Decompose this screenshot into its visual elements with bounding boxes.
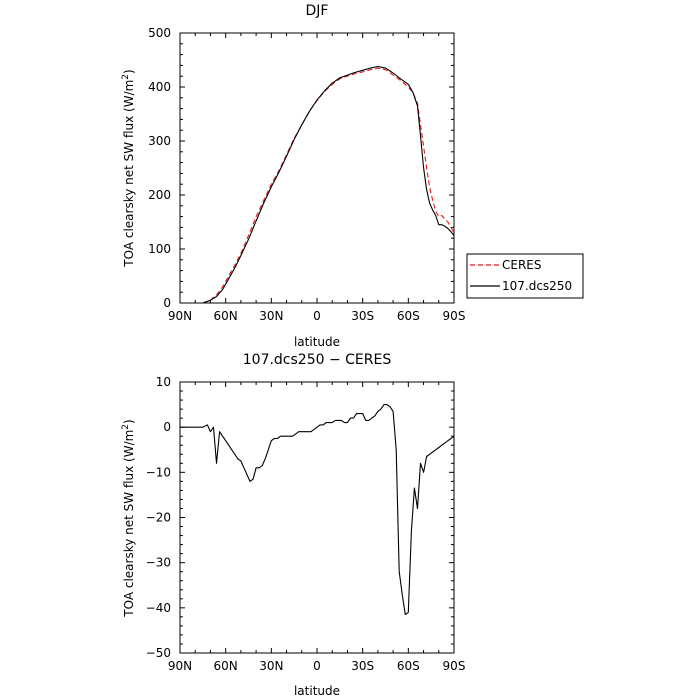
top-x-tick-label: 90N: [168, 309, 192, 323]
panel-top-chart: DJF 90N 60N 30N 0 30S 60S 90S0100200300400500 …: [121, 3, 465, 349]
top-series-line-107-dcs250: [202, 65, 455, 304]
bottom-y-axis-label-main: TOA clearsky net SW flux (W/m: [122, 430, 136, 618]
bottom-series: [180, 404, 455, 616]
bottom-x-tick-label: 60S: [397, 659, 420, 673]
legend-label-model: 107.dcs250: [502, 279, 572, 293]
top-x-axis-label: latitude: [294, 335, 340, 349]
bottom-x-tick-label: 0: [313, 659, 321, 673]
top-ticks: 90N 60N 30N 0 30S 60S 90S 0 100 200 300 400 500: [148, 26, 465, 323]
bottom-y-tick-label: −20: [146, 511, 171, 525]
top-y-axis-label-main: TOA clearsky net SW flux (W/m: [122, 80, 136, 268]
bottom-x-tick-label: 90S: [443, 659, 466, 673]
top-y-axis-label-sup: 2: [121, 74, 131, 80]
top-x-tick-label: 30N: [259, 309, 283, 323]
bottom-x-tick-label: 90N: [168, 659, 192, 673]
bottom-y-tick-label: −10: [146, 465, 171, 479]
top-series-line-ceres: [202, 67, 455, 304]
bottom-y-axis-label-sup: 2: [121, 424, 131, 430]
legend-box: [466, 253, 584, 299]
top-plot-frame: [179, 32, 455, 304]
bottom-y-tick-label: 0: [163, 420, 171, 434]
top-x-tick-label: 0: [313, 309, 321, 323]
bottom-plot-frame: [179, 381, 455, 654]
top-y-tick-label: 200: [148, 188, 171, 202]
bottom-y-tick-label: −50: [146, 646, 171, 660]
top-y-tick-label: 300: [148, 134, 171, 148]
bottom-chart-title: 107.dcs250 − CERES: [243, 352, 392, 368]
top-x-tick-label: 60S: [397, 309, 420, 323]
bottom-y-axis-label: TOA clearsky net SW flux (W/m2): [121, 419, 136, 617]
top-y-axis-label: TOA clearsky net SW flux (W/m2): [121, 69, 136, 267]
top-chart-title: DJF: [306, 3, 329, 19]
top-y-tick-label: 0: [163, 296, 171, 310]
top-x-tick-label: 30S: [351, 309, 374, 323]
top-y-axis-label-end: ): [122, 69, 136, 74]
top-series: [202, 65, 455, 304]
panel-bottom-chart: 107.dcs250 − CERES 90N 60N 30N 0 30S 60S 90S −5…: [121, 352, 465, 698]
legend-label-ceres: CERES: [502, 258, 542, 272]
bottom-x-axis-label: latitude: [294, 684, 340, 698]
top-y-tick-label: 500: [148, 26, 171, 40]
bottom-x-tick-label: 30S: [351, 659, 374, 673]
bottom-y-tick-label: 10: [156, 375, 171, 389]
bottom-x-tick-label: 60N: [214, 659, 238, 673]
bottom-y-axis-label-end: ): [122, 419, 136, 424]
bottom-series-line-difference: [180, 404, 455, 616]
top-x-tick-label: 90S: [443, 309, 466, 323]
top-y-tick-label: 100: [148, 242, 171, 256]
top-y-tick-label: 400: [148, 80, 171, 94]
bottom-y-tick-label: −30: [146, 556, 171, 570]
bottom-y-tick-label: −40: [146, 601, 171, 615]
top-x-tick-label: 60N: [214, 309, 238, 323]
legend: CERES 107.dcs250: [466, 253, 584, 299]
bottom-x-tick-label: 30N: [259, 659, 283, 673]
bottom-ticks: 90N 60N 30N 0 30S 60S 90S −50 −40 −30 −20 −10 0 10: [146, 375, 466, 673]
